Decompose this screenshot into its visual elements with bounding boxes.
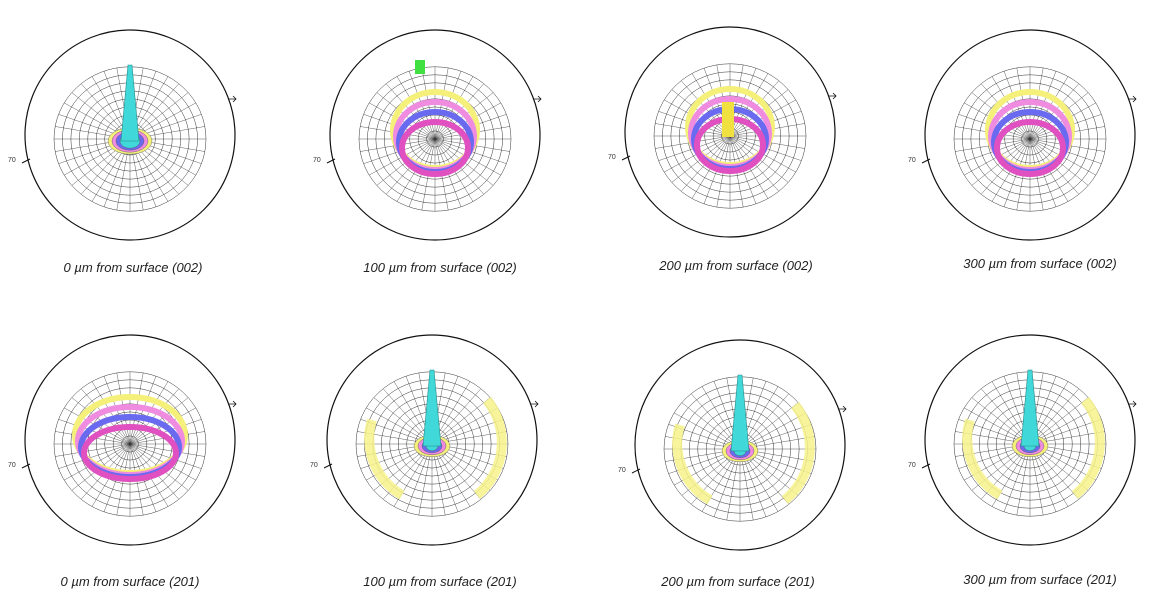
pole-figure: 70 100 µm from surface (201) xyxy=(310,335,538,589)
angle-label: 70 xyxy=(8,462,16,469)
surface-peak xyxy=(423,370,441,446)
angle-label: 70 xyxy=(618,467,626,474)
figure: 70 0 µm from surface (002) 70 100 µm from s… xyxy=(0,0,1159,596)
surface-patch xyxy=(415,60,425,74)
direction-arrow xyxy=(1129,96,1136,102)
pole-figure: 70 100 µm from surface (002) xyxy=(313,30,541,275)
direction-arrow xyxy=(229,96,236,102)
panel-caption: 0 µm from surface (002) xyxy=(64,260,203,275)
pole-figure: 70 0 µm from surface (201) xyxy=(8,335,236,589)
panel-caption: 300 µm from surface (002) xyxy=(963,256,1116,271)
pole-figure: 70 0 µm from surface (002) xyxy=(8,30,236,275)
direction-arrow xyxy=(829,93,836,99)
direction-arrow xyxy=(534,96,541,102)
panel-caption: 0 µm from surface (201) xyxy=(61,574,200,589)
surface-patch xyxy=(722,102,734,137)
panel-caption: 200 µm from surface (201) xyxy=(660,574,814,589)
angle-label: 70 xyxy=(608,154,616,161)
angle-label: 70 xyxy=(313,157,321,164)
surface-peak xyxy=(121,65,139,141)
surface-peak xyxy=(731,375,749,451)
panel-caption: 100 µm from surface (002) xyxy=(363,260,516,275)
direction-arrow xyxy=(839,406,846,412)
pole-figure: 70 300 µm from surface (201) xyxy=(908,335,1136,587)
surface-arc xyxy=(785,405,810,500)
direction-arrow xyxy=(531,401,538,407)
pole-figure: 70 200 µm from surface (002) xyxy=(608,27,836,273)
surface-peak xyxy=(1021,370,1039,446)
angle-label: 70 xyxy=(8,157,16,164)
pole-figure: 70 300 µm from surface (002) xyxy=(908,30,1136,271)
angle-label: 70 xyxy=(908,157,916,164)
panel-caption: 200 µm from surface (002) xyxy=(658,258,812,273)
direction-arrow xyxy=(1129,401,1136,407)
panel-caption: 300 µm from surface (201) xyxy=(963,572,1116,587)
surface-arc xyxy=(477,400,502,495)
angle-label: 70 xyxy=(310,462,318,469)
angle-label: 70 xyxy=(908,462,916,469)
panel-caption: 100 µm from surface (201) xyxy=(363,574,516,589)
surface-arc xyxy=(1075,400,1100,495)
pole-figure: 70 200 µm from surface (201) xyxy=(618,340,846,589)
direction-arrow xyxy=(229,401,236,407)
